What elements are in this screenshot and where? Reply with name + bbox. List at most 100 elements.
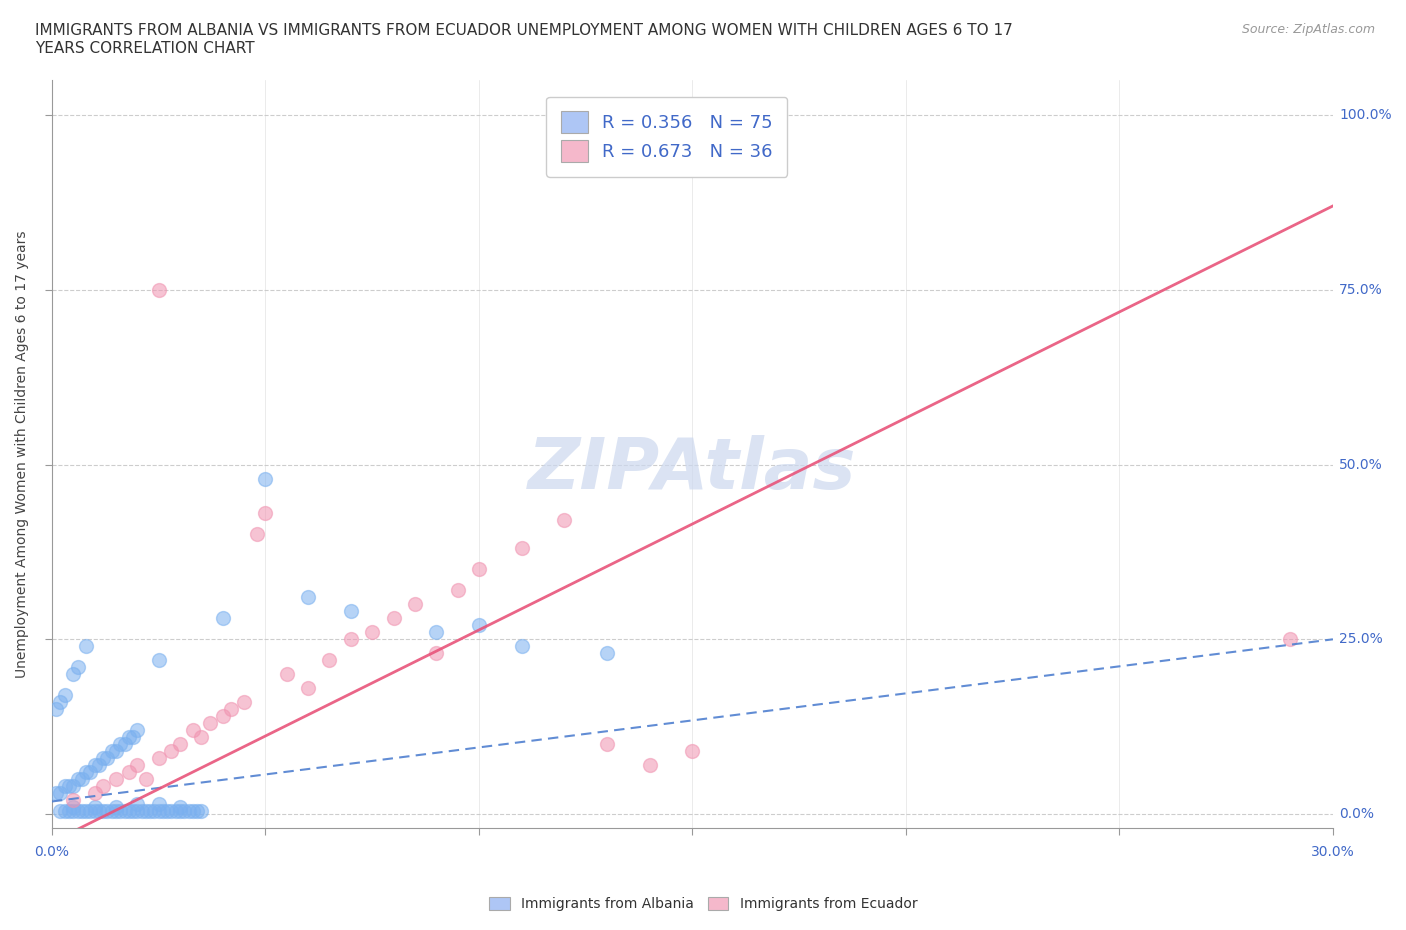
Point xyxy=(62,778,84,793)
Point xyxy=(83,758,105,773)
Point xyxy=(181,723,204,737)
Point xyxy=(118,764,141,779)
Point xyxy=(510,541,533,556)
Text: 0.0%: 0.0% xyxy=(1340,807,1374,821)
Text: ZIPAtlas: ZIPAtlas xyxy=(529,434,856,503)
Point xyxy=(62,792,84,807)
Text: 50.0%: 50.0% xyxy=(1340,458,1384,472)
Point xyxy=(127,796,149,811)
Point xyxy=(53,804,76,818)
Point xyxy=(173,804,195,818)
Point xyxy=(70,772,93,787)
Point xyxy=(91,751,114,765)
Point xyxy=(87,804,110,818)
Point xyxy=(104,804,127,818)
Point xyxy=(246,527,269,542)
Legend: Immigrants from Albania, Immigrants from Ecuador: Immigrants from Albania, Immigrants from… xyxy=(482,891,924,919)
Point xyxy=(382,611,405,626)
Point xyxy=(83,786,105,801)
Point xyxy=(110,804,132,818)
Point xyxy=(169,800,191,815)
Point xyxy=(361,625,384,640)
Point xyxy=(404,597,426,612)
Point xyxy=(233,695,256,710)
Point xyxy=(75,639,97,654)
Point xyxy=(254,506,277,521)
Point xyxy=(83,804,105,818)
Legend: R = 0.356   N = 75, R = 0.673   N = 36: R = 0.356 N = 75, R = 0.673 N = 36 xyxy=(547,97,787,177)
Point xyxy=(131,804,153,818)
Point xyxy=(186,804,208,818)
Point xyxy=(45,786,67,801)
Point xyxy=(62,667,84,682)
Point xyxy=(297,681,319,696)
Point xyxy=(104,744,127,759)
Point xyxy=(177,804,200,818)
Point xyxy=(53,778,76,793)
Point xyxy=(724,128,747,143)
Text: 75.0%: 75.0% xyxy=(1340,283,1384,297)
Point xyxy=(83,800,105,815)
Point xyxy=(190,730,212,745)
Point xyxy=(148,804,170,818)
Point xyxy=(681,744,703,759)
Point xyxy=(75,764,97,779)
Point xyxy=(165,804,187,818)
Point xyxy=(190,804,212,818)
Point xyxy=(596,645,619,660)
Point xyxy=(62,800,84,815)
Point xyxy=(148,796,170,811)
Point xyxy=(139,804,162,818)
Point xyxy=(148,653,170,668)
Point xyxy=(122,804,145,818)
Point xyxy=(596,737,619,751)
Point xyxy=(169,804,191,818)
Point xyxy=(100,744,122,759)
Point xyxy=(49,786,72,801)
Point xyxy=(104,800,127,815)
Point xyxy=(87,758,110,773)
Point xyxy=(135,772,157,787)
Point xyxy=(553,513,575,528)
Point xyxy=(104,772,127,787)
Point xyxy=(118,804,141,818)
Text: IMMIGRANTS FROM ALBANIA VS IMMIGRANTS FROM ECUADOR UNEMPLOYMENT AMONG WOMEN WITH: IMMIGRANTS FROM ALBANIA VS IMMIGRANTS FR… xyxy=(35,23,1012,56)
Point xyxy=(340,631,363,646)
Point xyxy=(110,737,132,751)
Text: Source: ZipAtlas.com: Source: ZipAtlas.com xyxy=(1241,23,1375,36)
Point xyxy=(127,758,149,773)
Point xyxy=(96,804,118,818)
Point xyxy=(1279,631,1302,646)
Point xyxy=(114,737,136,751)
Point xyxy=(318,653,340,668)
Point xyxy=(127,723,149,737)
Point xyxy=(297,590,319,604)
Y-axis label: Unemployment Among Women with Children Ages 6 to 17 years: Unemployment Among Women with Children A… xyxy=(15,231,30,678)
Point xyxy=(468,562,491,577)
Point xyxy=(211,709,233,724)
Text: 25.0%: 25.0% xyxy=(1340,632,1384,646)
Point xyxy=(118,730,141,745)
Point xyxy=(211,611,233,626)
Point xyxy=(53,688,76,703)
Point xyxy=(160,744,183,759)
Point xyxy=(198,716,221,731)
Point xyxy=(122,730,145,745)
Point xyxy=(96,751,118,765)
Point xyxy=(148,283,170,298)
Point xyxy=(254,472,277,486)
Point xyxy=(66,804,89,818)
Point xyxy=(49,804,72,818)
Point xyxy=(79,804,101,818)
Text: 0.0%: 0.0% xyxy=(34,844,69,858)
Point xyxy=(510,639,533,654)
Point xyxy=(169,737,191,751)
Point xyxy=(340,604,363,618)
Point xyxy=(425,625,447,640)
Point xyxy=(276,667,298,682)
Point xyxy=(66,772,89,787)
Point xyxy=(58,804,80,818)
Point xyxy=(425,645,447,660)
Point xyxy=(49,695,72,710)
Point xyxy=(181,804,204,818)
